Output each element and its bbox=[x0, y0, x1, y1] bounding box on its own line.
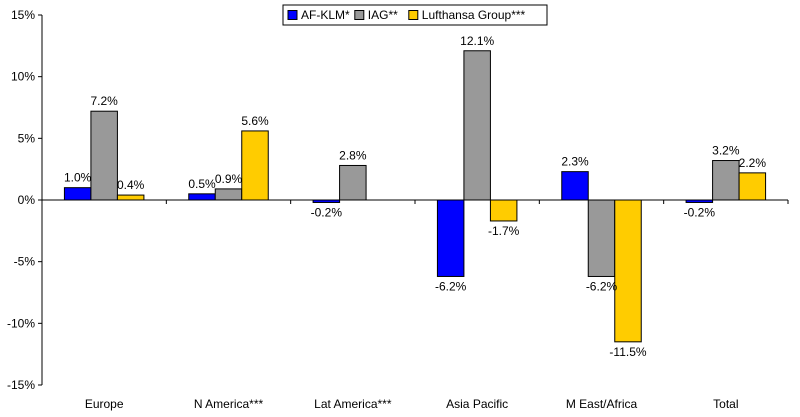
bar bbox=[63, 187, 92, 201]
bars bbox=[63, 50, 767, 343]
data-label: 1.0% bbox=[64, 171, 92, 185]
bar bbox=[685, 199, 714, 203]
category-label: Lat America*** bbox=[314, 397, 392, 411]
y-tick-label: 15% bbox=[11, 8, 35, 22]
data-label: -0.2% bbox=[311, 205, 343, 219]
data-labels: 1.0% 0.5% -0.2% -6.2% 2.3% -0.2% 7.2% 0.9% 2.8% 1… bbox=[64, 34, 766, 359]
category-label: Total bbox=[713, 397, 738, 411]
data-label: 0.5% bbox=[188, 177, 216, 191]
legend-swatch bbox=[287, 10, 298, 20]
data-label: -1.7% bbox=[488, 224, 520, 238]
data-label: -6.2% bbox=[586, 279, 618, 293]
category-label: Asia Pacific bbox=[446, 397, 508, 411]
data-label: 2.3% bbox=[561, 155, 589, 169]
bar bbox=[712, 160, 740, 201]
category-label: Europe bbox=[85, 397, 124, 411]
data-label: 5.6% bbox=[241, 114, 269, 128]
legend-swatch bbox=[354, 10, 365, 20]
bar bbox=[587, 199, 616, 277]
bar bbox=[463, 50, 491, 201]
data-label: 12.1% bbox=[460, 34, 494, 48]
data-label: 0.4% bbox=[117, 178, 145, 192]
category-label: N America*** bbox=[194, 397, 264, 411]
bar bbox=[312, 199, 341, 203]
data-label: 0.9% bbox=[215, 172, 243, 186]
data-label: -0.2% bbox=[684, 205, 716, 219]
data-label: -6.2% bbox=[435, 279, 467, 293]
bar bbox=[436, 199, 465, 277]
y-tick-label: -15% bbox=[7, 378, 35, 392]
legend-label: Lufthansa Group*** bbox=[422, 8, 526, 22]
bar bbox=[561, 171, 589, 201]
bar bbox=[339, 164, 367, 201]
bar bbox=[90, 110, 118, 201]
y-tick-label: 5% bbox=[18, 131, 36, 145]
y-tick-label: 10% bbox=[11, 70, 35, 84]
axes: 15% 10% 5% 0% -5% -10% -15% Europe N America*** L… bbox=[7, 8, 789, 411]
bar bbox=[489, 199, 518, 222]
y-tick-label: 0% bbox=[18, 193, 36, 207]
category-label: M East/Africa bbox=[566, 397, 638, 411]
y-tick-label: -5% bbox=[14, 255, 36, 269]
bar bbox=[214, 188, 243, 201]
legend-label: IAG** bbox=[368, 8, 398, 22]
bar bbox=[116, 194, 145, 201]
data-label: 7.2% bbox=[90, 94, 118, 108]
legend-label: AF-KLM* bbox=[301, 8, 350, 22]
bar bbox=[614, 199, 642, 343]
data-label: 2.2% bbox=[739, 156, 767, 170]
data-label: 3.2% bbox=[712, 144, 740, 158]
bar bbox=[241, 130, 269, 201]
data-label: 2.8% bbox=[339, 148, 367, 162]
legend-swatch bbox=[408, 10, 419, 20]
legend: AF-KLM* IAG** Lufthansa Group*** bbox=[282, 4, 548, 26]
y-tick-label: -10% bbox=[7, 316, 35, 330]
bar bbox=[188, 193, 216, 201]
bar bbox=[738, 172, 767, 201]
data-label: -11.5% bbox=[609, 345, 646, 359]
